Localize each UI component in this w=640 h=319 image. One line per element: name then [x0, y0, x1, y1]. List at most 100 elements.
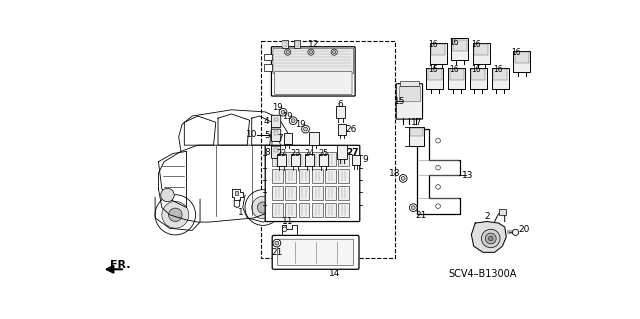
Circle shape: [412, 206, 415, 210]
Text: 17: 17: [411, 118, 422, 128]
Text: 21: 21: [271, 248, 282, 257]
Bar: [312, 152, 323, 166]
Bar: [426, 68, 444, 89]
Bar: [338, 152, 349, 166]
Circle shape: [252, 197, 274, 219]
Bar: [272, 203, 283, 217]
Text: 19: 19: [295, 120, 305, 129]
Circle shape: [245, 190, 281, 226]
Bar: [274, 131, 278, 135]
Bar: [272, 152, 283, 166]
Bar: [336, 106, 345, 118]
Circle shape: [481, 229, 500, 248]
Circle shape: [155, 195, 196, 235]
Bar: [493, 69, 507, 80]
Bar: [264, 54, 272, 60]
Text: 23: 23: [291, 149, 301, 158]
Bar: [309, 132, 319, 145]
Bar: [431, 44, 445, 55]
FancyBboxPatch shape: [271, 47, 355, 96]
Bar: [282, 40, 288, 48]
Text: 25: 25: [318, 149, 328, 158]
Bar: [312, 169, 323, 183]
FancyBboxPatch shape: [273, 48, 353, 74]
Bar: [285, 203, 296, 217]
Text: 24: 24: [305, 149, 314, 158]
Bar: [452, 40, 467, 51]
Bar: [285, 152, 296, 166]
Text: 16: 16: [471, 40, 481, 49]
Text: 12: 12: [308, 40, 320, 49]
Circle shape: [291, 119, 295, 122]
Bar: [285, 169, 296, 183]
Circle shape: [333, 51, 336, 54]
Text: 21: 21: [415, 211, 427, 220]
Circle shape: [289, 117, 297, 124]
Bar: [399, 86, 420, 101]
Text: 11: 11: [282, 217, 294, 226]
Bar: [325, 152, 336, 166]
Text: 2: 2: [484, 212, 490, 221]
Circle shape: [162, 201, 189, 228]
Bar: [338, 186, 349, 200]
Bar: [400, 81, 419, 86]
Text: 4: 4: [264, 117, 269, 126]
Text: 16: 16: [493, 64, 502, 74]
Text: 14: 14: [328, 269, 340, 278]
Bar: [312, 186, 323, 200]
Text: 10: 10: [246, 130, 257, 139]
Bar: [274, 148, 278, 152]
Circle shape: [436, 204, 440, 208]
Bar: [337, 145, 347, 159]
Circle shape: [285, 49, 291, 55]
Circle shape: [436, 165, 440, 170]
Bar: [428, 69, 442, 80]
Bar: [298, 152, 309, 166]
Text: 18: 18: [389, 169, 401, 178]
FancyBboxPatch shape: [396, 84, 422, 119]
Circle shape: [282, 227, 287, 232]
Text: 27: 27: [346, 148, 359, 157]
Bar: [470, 68, 487, 89]
FancyBboxPatch shape: [271, 146, 281, 159]
Circle shape: [401, 176, 405, 180]
Circle shape: [513, 229, 518, 235]
Bar: [410, 128, 422, 136]
Text: 16: 16: [428, 64, 437, 74]
Polygon shape: [472, 221, 506, 252]
Bar: [264, 64, 272, 70]
Circle shape: [485, 233, 496, 244]
Bar: [298, 186, 309, 200]
FancyBboxPatch shape: [271, 129, 281, 141]
FancyBboxPatch shape: [271, 115, 281, 128]
Circle shape: [488, 236, 493, 241]
Text: 16: 16: [428, 40, 437, 49]
Text: 20: 20: [518, 225, 530, 234]
Bar: [472, 69, 485, 80]
Bar: [272, 169, 283, 183]
Circle shape: [279, 108, 287, 116]
Bar: [325, 169, 336, 183]
FancyBboxPatch shape: [275, 71, 352, 94]
Bar: [338, 203, 349, 217]
Circle shape: [331, 49, 337, 55]
Bar: [312, 203, 323, 217]
Circle shape: [410, 204, 417, 211]
Text: 15: 15: [394, 97, 406, 106]
Bar: [325, 186, 336, 200]
Text: SCV4–B1300A: SCV4–B1300A: [449, 269, 517, 279]
FancyBboxPatch shape: [272, 235, 359, 269]
Circle shape: [303, 127, 307, 131]
Text: 16: 16: [511, 48, 521, 57]
Text: 26: 26: [346, 125, 357, 134]
Text: 22: 22: [276, 149, 287, 158]
Text: 19: 19: [282, 112, 293, 121]
Circle shape: [257, 202, 269, 213]
Bar: [319, 154, 328, 166]
Bar: [492, 68, 509, 89]
Text: 16: 16: [449, 64, 459, 74]
Circle shape: [168, 208, 182, 221]
Circle shape: [309, 51, 312, 54]
Bar: [451, 38, 468, 60]
Bar: [305, 154, 314, 166]
